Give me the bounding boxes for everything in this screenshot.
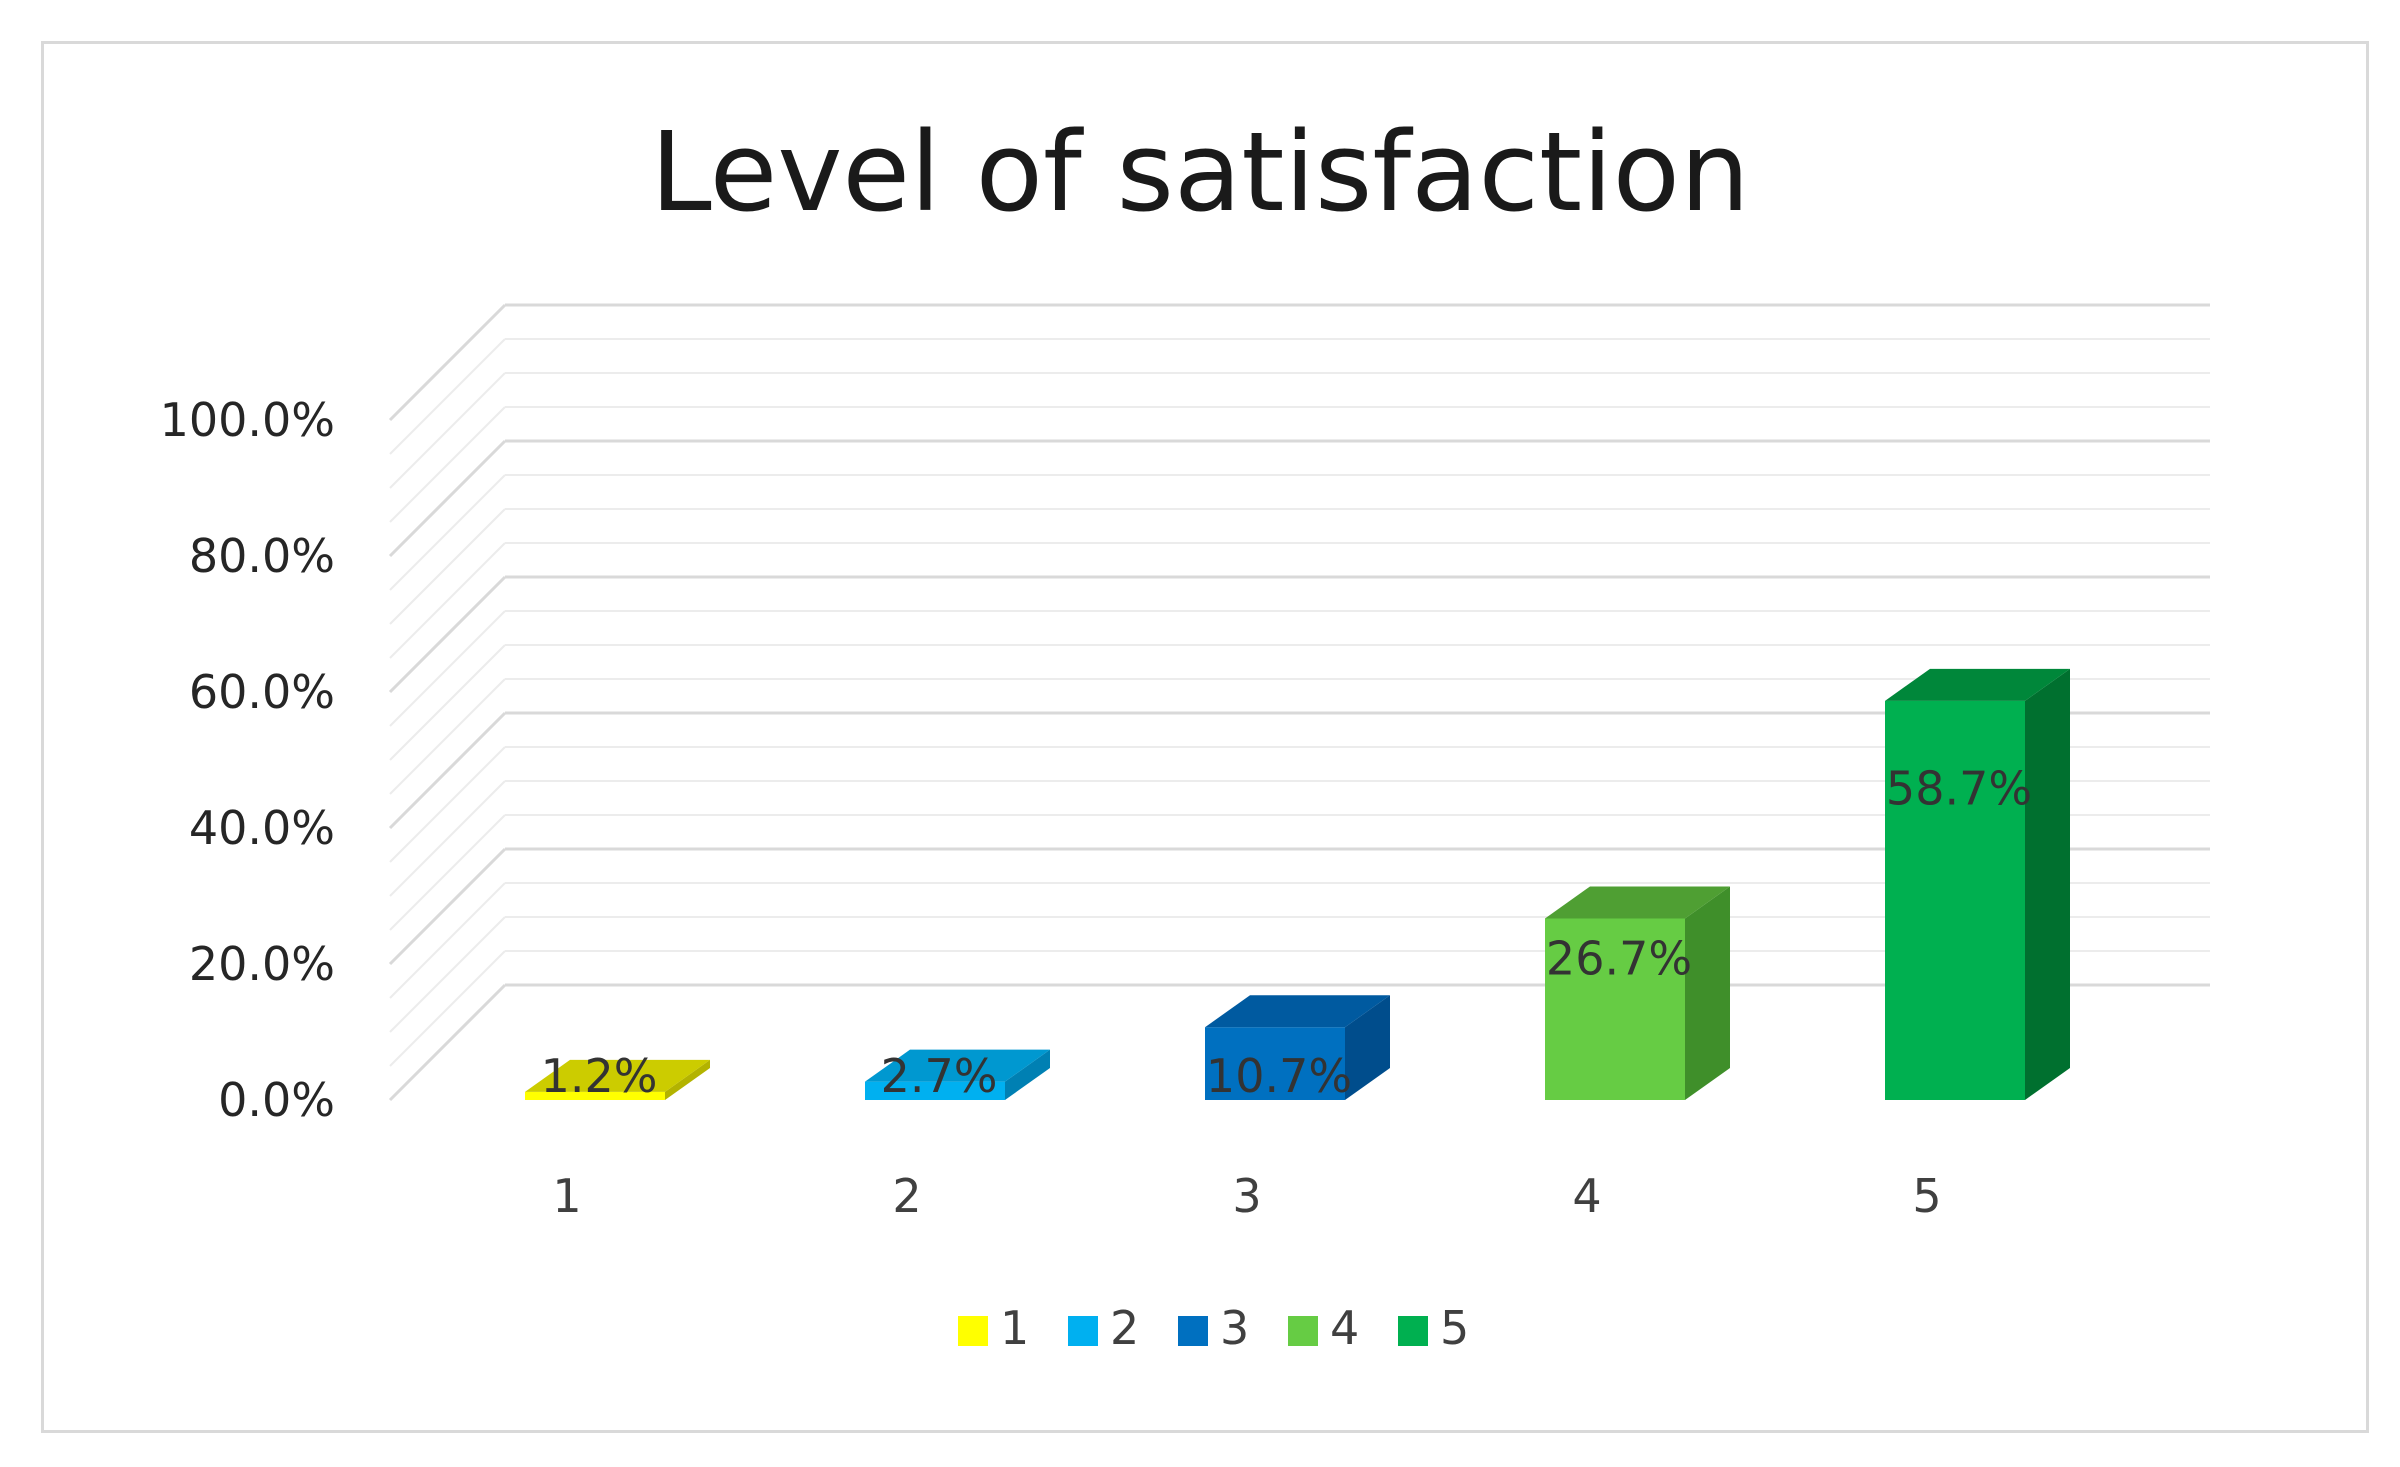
bar-side bbox=[1005, 1049, 1050, 1100]
x-tick-label: 5 bbox=[1912, 1169, 1941, 1223]
gridline-side bbox=[389, 338, 506, 455]
legend-item: 5 bbox=[1398, 1301, 1469, 1355]
gridline-side bbox=[389, 882, 506, 999]
gridline-side bbox=[389, 814, 506, 931]
bar: 10.7% bbox=[1205, 995, 1390, 1103]
gridline-side bbox=[389, 542, 506, 659]
gridline-side bbox=[389, 950, 506, 1067]
x-tick-label: 1 bbox=[552, 1169, 581, 1223]
y-tick-label: 80.0% bbox=[189, 529, 335, 583]
x-axis-ticks: 1 2 3 4 5 bbox=[552, 1169, 1941, 1223]
chart-title: Level of satisfaction bbox=[650, 108, 1749, 236]
legend-swatch bbox=[1178, 1316, 1208, 1346]
legend-label: 4 bbox=[1330, 1301, 1359, 1355]
y-tick-label: 60.0% bbox=[189, 665, 335, 719]
gridline-side bbox=[389, 474, 506, 591]
gridline-side bbox=[388, 983, 507, 1102]
x-tick-label: 3 bbox=[1232, 1169, 1261, 1223]
data-label: 2.7% bbox=[881, 1049, 998, 1103]
gridline-side bbox=[388, 847, 507, 966]
bar: 2.7% bbox=[865, 1049, 1050, 1103]
bar-side bbox=[665, 1059, 710, 1100]
legend-label: 3 bbox=[1220, 1301, 1249, 1355]
legend-item: 1 bbox=[958, 1301, 1029, 1355]
bar-top bbox=[1885, 668, 2070, 701]
gridline-side bbox=[388, 711, 507, 830]
gridline-side bbox=[389, 372, 506, 489]
legend-label: 2 bbox=[1110, 1301, 1139, 1355]
bar-top bbox=[1545, 886, 1730, 919]
y-axis-ticks: 0.0% 20.0% 40.0% 60.0% 80.0% 100.0% bbox=[160, 393, 335, 1127]
y-tick-label: 100.0% bbox=[160, 393, 335, 447]
gridline-side bbox=[389, 916, 506, 1033]
legend: 1 2 3 4 5 bbox=[958, 1301, 1469, 1355]
gridline-side bbox=[389, 508, 506, 625]
bar-front bbox=[1545, 918, 1685, 1100]
bar: 26.7% bbox=[1545, 886, 1730, 1100]
gridline-side bbox=[389, 406, 506, 523]
x-tick-label: 4 bbox=[1572, 1169, 1601, 1223]
x-tick-label: 2 bbox=[892, 1169, 921, 1223]
legend-swatch bbox=[1068, 1316, 1098, 1346]
bar: 1.2% bbox=[525, 1049, 710, 1103]
bar-top bbox=[865, 1049, 1050, 1082]
bar-front bbox=[865, 1081, 1005, 1100]
bar-top bbox=[525, 1059, 710, 1092]
bar-side bbox=[1685, 886, 1730, 1100]
bars: 1.2% 2.7% 10.7% 26.7% 58.7% bbox=[525, 668, 2070, 1103]
data-label: 1.2% bbox=[541, 1049, 658, 1103]
bar-side bbox=[2025, 668, 2070, 1100]
y-tick-label: 0.0% bbox=[218, 1073, 335, 1127]
data-label: 26.7% bbox=[1546, 931, 1692, 985]
gridline-side bbox=[389, 746, 506, 863]
gridline-side bbox=[388, 575, 507, 694]
bar-top bbox=[1205, 995, 1390, 1028]
bar-side bbox=[1345, 995, 1390, 1100]
bar-front bbox=[1205, 1027, 1345, 1100]
gridline-side bbox=[388, 303, 507, 422]
legend-item: 4 bbox=[1288, 1301, 1359, 1355]
gridline-side bbox=[389, 610, 506, 727]
bar: 58.7% bbox=[1885, 668, 2070, 1100]
legend-label: 5 bbox=[1440, 1301, 1469, 1355]
data-label: 58.7% bbox=[1886, 762, 2032, 816]
gridline-side bbox=[389, 644, 506, 761]
legend-swatch bbox=[958, 1316, 988, 1346]
legend-item: 3 bbox=[1178, 1301, 1249, 1355]
legend-swatch bbox=[1398, 1316, 1428, 1346]
legend-item: 2 bbox=[1068, 1301, 1139, 1355]
y-tick-label: 40.0% bbox=[189, 801, 335, 855]
data-label: 10.7% bbox=[1206, 1049, 1352, 1103]
gridline-side bbox=[389, 780, 506, 897]
bar-front bbox=[525, 1091, 665, 1100]
legend-swatch bbox=[1288, 1316, 1318, 1346]
gridline-side bbox=[388, 439, 507, 558]
y-tick-label: 20.0% bbox=[189, 937, 335, 991]
gridline-side bbox=[389, 678, 506, 795]
bar-front bbox=[1885, 700, 2025, 1100]
legend-label: 1 bbox=[1000, 1301, 1029, 1355]
